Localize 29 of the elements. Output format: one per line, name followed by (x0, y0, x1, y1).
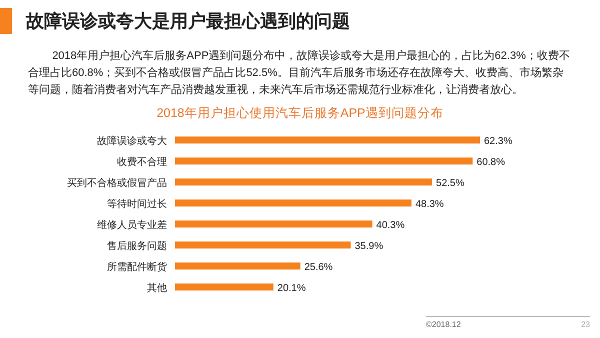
bar (175, 242, 351, 248)
bar (175, 178, 432, 186)
data-label: 40.3% (376, 220, 405, 231)
y-tick-label: 维修人员专业差 (97, 219, 167, 231)
bar (175, 262, 300, 270)
data-label: 62.3% (484, 136, 512, 147)
text: ©2018.12 (426, 320, 461, 329)
bar (175, 200, 412, 206)
data-label: 52.5% (436, 178, 464, 189)
y-tick-label: 其他 (147, 282, 167, 294)
y-tick-label: 售后服务问题 (107, 240, 167, 252)
bar (175, 136, 480, 144)
data-label: 35.9% (354, 241, 384, 252)
data-label: 25.6% (304, 262, 333, 273)
y-tick-label: 买到不合格或假冒产品 (67, 177, 167, 189)
y-tick-label: 故障误诊或夸大 (97, 135, 167, 147)
text: 2018年用户担心汽车后服务APP遇到问题分布中，故障误诊或夸大是用户最担心的，占比为62.3%；收费不合理占比60.8%；买到不合格或假冒产品占比52.5%。目前汽车后服务市场还存在故障夸大、收费高、市场繁杂等问题，随着消费者对汽车产品消费越发重视，未来汽车后市场还需规范行业标准化，让消费者放心。 (28, 48, 571, 98)
bar (175, 284, 274, 290)
y-tick-label: 等待时间过长 (107, 198, 167, 210)
data-label: 48.3% (415, 199, 444, 210)
bar (175, 158, 473, 164)
bar (175, 220, 372, 228)
data-label: 20.1% (277, 283, 306, 294)
chart-subtitle: 2018年用户担心使用汽车后服务APP遇到问题分布 (156, 105, 444, 120)
text: 23 (581, 320, 590, 329)
data-label: 60.8% (476, 157, 506, 168)
chart-title: 故障误诊或夸大是用户最担心遇到的问题 (26, 10, 350, 33)
y-tick-label: 收费不合理 (117, 156, 167, 168)
y-tick-label: 所需配件断货 (107, 261, 167, 273)
